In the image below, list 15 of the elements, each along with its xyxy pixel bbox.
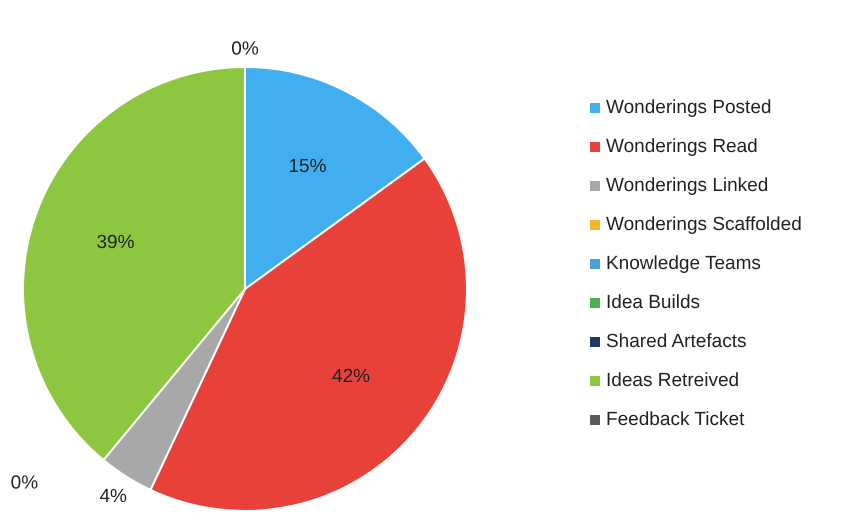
legend-label: Wonderings Posted [606, 96, 772, 120]
data-label: 4% [99, 486, 128, 508]
legend-label: Shared Artefacts [606, 330, 746, 354]
data-label: 39% [96, 232, 135, 253]
text: 0% [231, 38, 259, 60]
legend-label: Wonderings Linked [606, 174, 768, 198]
legend-label: Idea Builds [606, 291, 700, 315]
data-label: 15% [288, 156, 327, 177]
legend-label: Wonderings Read [606, 135, 758, 159]
legend-label: Knowledge Teams [606, 252, 761, 276]
legend-label: Wonderings Scaffolded [606, 213, 802, 237]
legend-label: Ideas Retreived [606, 369, 740, 393]
text: 0% [10, 472, 38, 494]
legend-label: Feedback Ticket [606, 408, 744, 432]
data-label: 42% [332, 366, 370, 388]
